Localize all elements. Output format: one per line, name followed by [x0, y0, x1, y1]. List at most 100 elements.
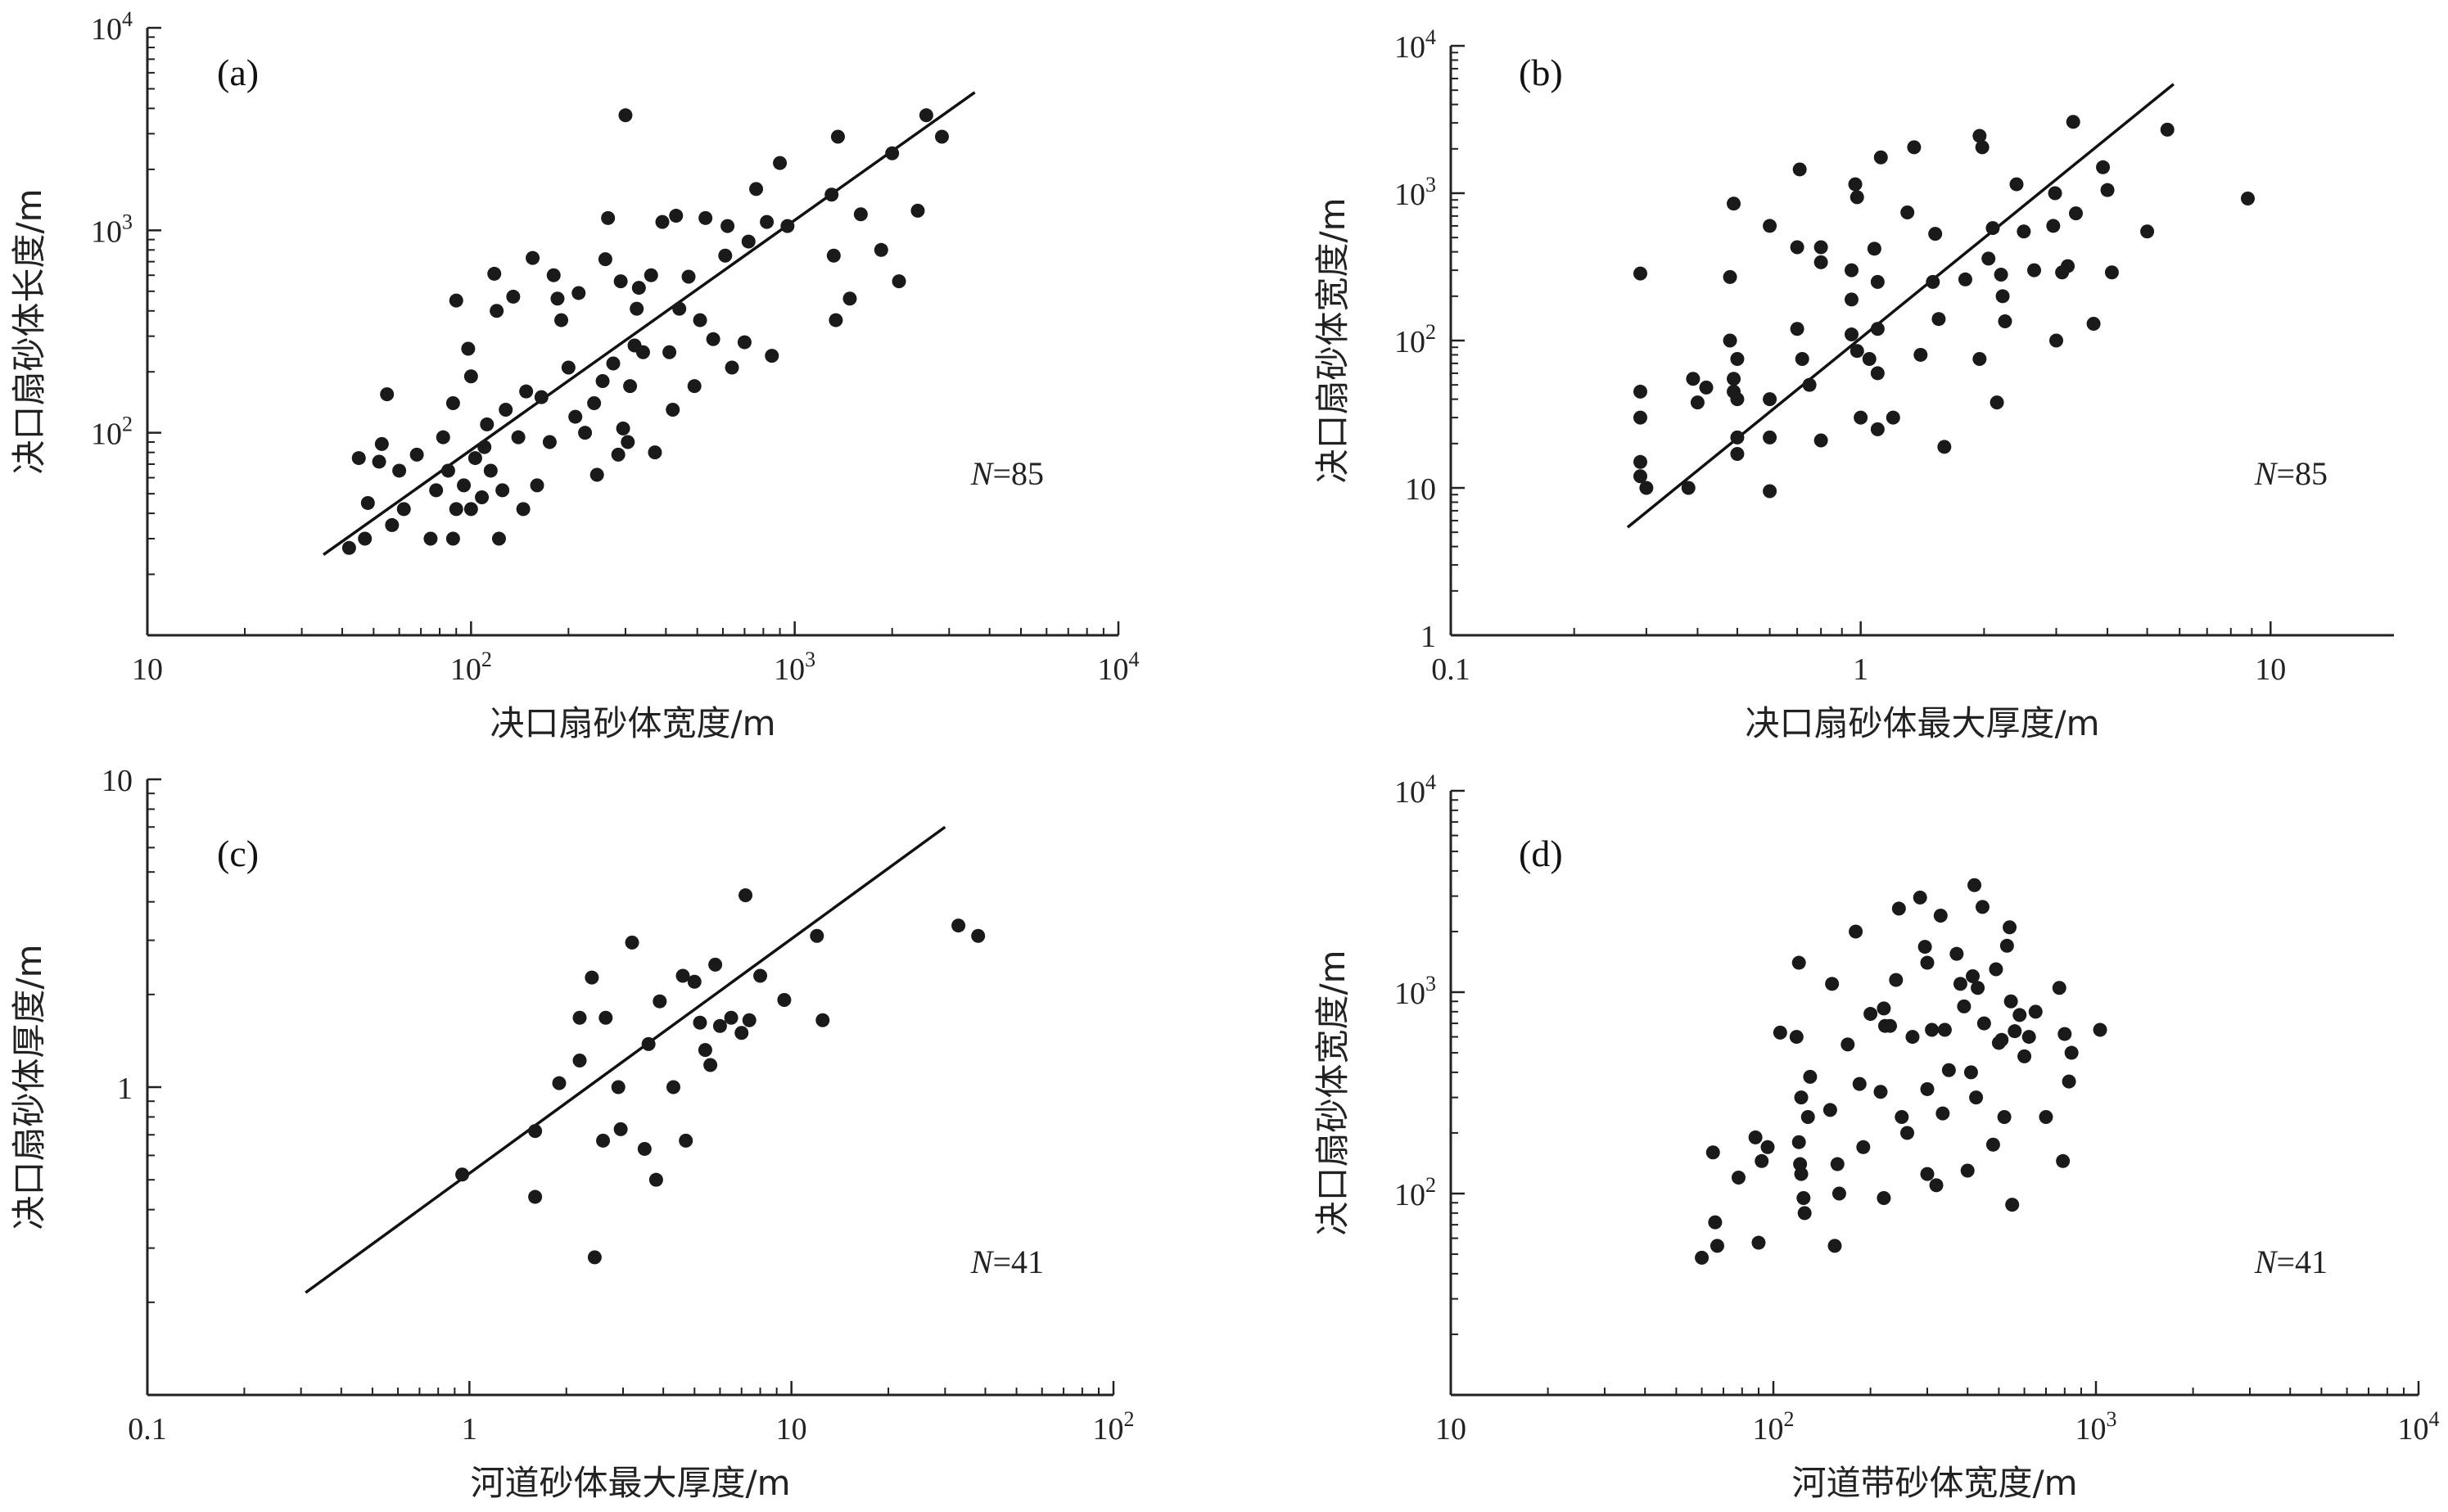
scatter-point — [641, 1036, 656, 1051]
scatter-point — [1633, 384, 1647, 399]
scatter-point — [578, 426, 593, 440]
scatter-point — [385, 517, 400, 532]
scatter-point — [1748, 1130, 1763, 1144]
scatter-point — [1763, 430, 1777, 445]
scatter-point — [1800, 1109, 1815, 1124]
scatter-point — [669, 209, 684, 223]
scatter-point — [475, 490, 490, 505]
scatter-point — [1900, 205, 1915, 220]
scatter-point — [461, 341, 476, 356]
scatter-point — [693, 1015, 707, 1030]
scatter-point — [351, 451, 366, 466]
scatter-point — [2104, 265, 2119, 280]
sample-count-label: N=85 — [2254, 455, 2328, 492]
scatter-point — [780, 219, 795, 233]
scatter-point — [506, 289, 521, 304]
scatter-point — [2064, 1045, 2079, 1060]
scatter-point — [1937, 440, 1952, 454]
scatter-point — [2160, 122, 2175, 137]
scatter-point — [2021, 1030, 2036, 1045]
scatter-point — [480, 417, 495, 431]
scatter-point — [2069, 206, 2084, 221]
scatter-point — [440, 463, 455, 478]
scatter-point — [1995, 289, 2010, 304]
y-tick-label: 103 — [1394, 173, 1436, 212]
scatter-point — [1825, 977, 1840, 991]
scatter-point — [1926, 274, 1940, 289]
scatter-point — [1796, 1190, 1811, 1205]
scatter-point — [1981, 251, 1996, 266]
scatter-point — [487, 266, 502, 281]
scatter-point — [1794, 1090, 1809, 1105]
scatter-point — [708, 957, 723, 972]
scatter-point — [392, 463, 407, 478]
scatter-point — [1998, 314, 2012, 329]
x-tick-label: 10 — [132, 652, 163, 687]
scatter-point — [885, 146, 900, 160]
scatter-point — [631, 281, 646, 296]
scatter-point — [1913, 347, 1928, 362]
scatter-point — [773, 156, 788, 170]
scatter-point — [1967, 878, 1982, 892]
scatter-point — [648, 445, 662, 460]
scatter-point — [1849, 924, 1863, 939]
scatter-point — [1792, 162, 1807, 177]
scatter-point — [1917, 940, 1932, 955]
scatter-point — [445, 531, 460, 546]
scatter-point — [1862, 351, 1877, 366]
scatter-point — [2046, 219, 2061, 233]
x-axis-title: 河道带砂体宽度/m — [1791, 1463, 2077, 1503]
scatter-point — [951, 918, 966, 933]
scatter-point — [1789, 1030, 1804, 1045]
x-tick-label: 10 — [2255, 652, 2286, 687]
scatter-point — [1985, 221, 2000, 236]
scatter-point — [1827, 1239, 1842, 1253]
scatter-point — [2005, 1198, 2020, 1212]
scatter-point — [765, 349, 779, 363]
scatter-point — [2093, 1022, 2107, 1037]
scatter-point — [910, 203, 925, 218]
scatter-point — [618, 108, 633, 123]
scatter-point — [1856, 1140, 1871, 1154]
scatter-point — [1844, 263, 1859, 278]
scatter-point — [1730, 351, 1745, 366]
scatter-point — [561, 360, 576, 375]
x-tick-label: 104 — [2398, 1407, 2440, 1447]
scatter-point — [2086, 316, 2101, 331]
scatter-point — [687, 974, 702, 989]
scatter-point — [2057, 1027, 2072, 1041]
scatter-point — [2017, 224, 2031, 239]
scatter-point — [2028, 1004, 2043, 1019]
scatter-point — [741, 234, 756, 249]
scatter-point — [1941, 1063, 1956, 1077]
scatter-point — [703, 1058, 718, 1072]
scatter-point — [1723, 269, 1737, 284]
scatter-point — [491, 531, 506, 546]
scatter-point — [2017, 1049, 2032, 1063]
scatter-point — [2027, 263, 2042, 278]
scatter-point — [1999, 938, 2014, 953]
scatter-point — [687, 379, 702, 394]
scatter-point — [1873, 1085, 1888, 1099]
scatter-point — [637, 1141, 652, 1156]
scatter-point — [1920, 1081, 1935, 1096]
x-tick-label: 1 — [462, 1412, 477, 1447]
scatter-point — [1795, 351, 1809, 366]
scatter-point — [1891, 901, 1906, 916]
scatter-point — [1760, 1140, 1775, 1154]
scatter-point — [2048, 186, 2062, 201]
y-tick-label: 104 — [1394, 25, 1436, 65]
scatter-point — [853, 207, 868, 222]
scatter-point — [587, 1250, 602, 1265]
scatter-point — [1913, 890, 1927, 905]
scatter-point — [623, 379, 638, 394]
scatter-point — [655, 214, 670, 229]
sample-count-label: N=85 — [970, 455, 1044, 492]
scatter-point — [499, 402, 513, 417]
scatter-point — [1633, 410, 1647, 425]
scatter-point — [526, 250, 540, 265]
scatter-point — [1705, 1145, 1720, 1160]
scatter-point — [341, 540, 356, 555]
scatter-point — [1863, 1007, 1878, 1022]
